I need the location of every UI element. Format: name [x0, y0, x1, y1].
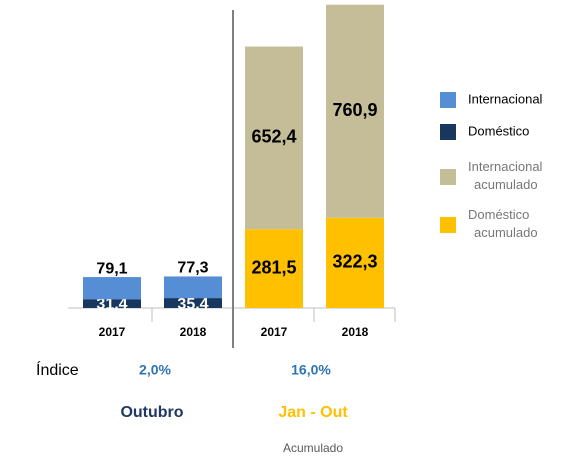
legend-swatch — [440, 92, 456, 108]
bar-segment — [164, 276, 222, 299]
value-label: 31,4 — [96, 296, 127, 313]
bar-segment — [83, 277, 141, 300]
x-tick-label: 2018 — [180, 325, 207, 339]
legend-line: Internacional — [468, 159, 543, 174]
value-label: 35,4 — [177, 296, 208, 313]
value-label: 77,3 — [177, 260, 208, 277]
bar-segment — [326, 217, 384, 308]
bar-segment — [245, 229, 303, 308]
value-label: 760,9 — [332, 100, 377, 120]
value-label: 79,1 — [96, 260, 127, 277]
legend-swatch — [440, 124, 456, 140]
x-tick-label: 2018 — [342, 325, 369, 339]
legend-label: Doméstico acumulado — [468, 207, 538, 240]
group-label: Outubro — [120, 404, 183, 421]
index-label: 2,0% — [139, 362, 171, 378]
legend-line: acumulado — [474, 225, 538, 240]
index-title: Índice — [36, 360, 79, 379]
bar-segment — [245, 46, 303, 230]
group-subtitle: Acumulado — [283, 441, 343, 455]
legend-line: acumulado — [474, 177, 538, 192]
x-tick-label: 2017 — [99, 325, 126, 339]
value-label: 281,5 — [251, 257, 296, 277]
legend-label: Internacional acumulado — [468, 159, 543, 192]
x-tick-label: 2017 — [261, 325, 288, 339]
bar-segment — [326, 4, 384, 218]
legend-swatch — [440, 217, 456, 233]
legend-label: Internacional — [468, 91, 543, 106]
value-label: 322,3 — [332, 252, 377, 272]
index-label: 16,0% — [291, 362, 331, 378]
legend-label: Doméstico — [468, 123, 529, 138]
bar-segment — [83, 299, 141, 308]
legend-swatch — [440, 169, 456, 185]
bar-segment — [164, 298, 222, 308]
value-label: 652,4 — [251, 127, 296, 147]
legend-line: Doméstico — [468, 207, 529, 222]
group-label: Jan - Out — [278, 404, 348, 421]
